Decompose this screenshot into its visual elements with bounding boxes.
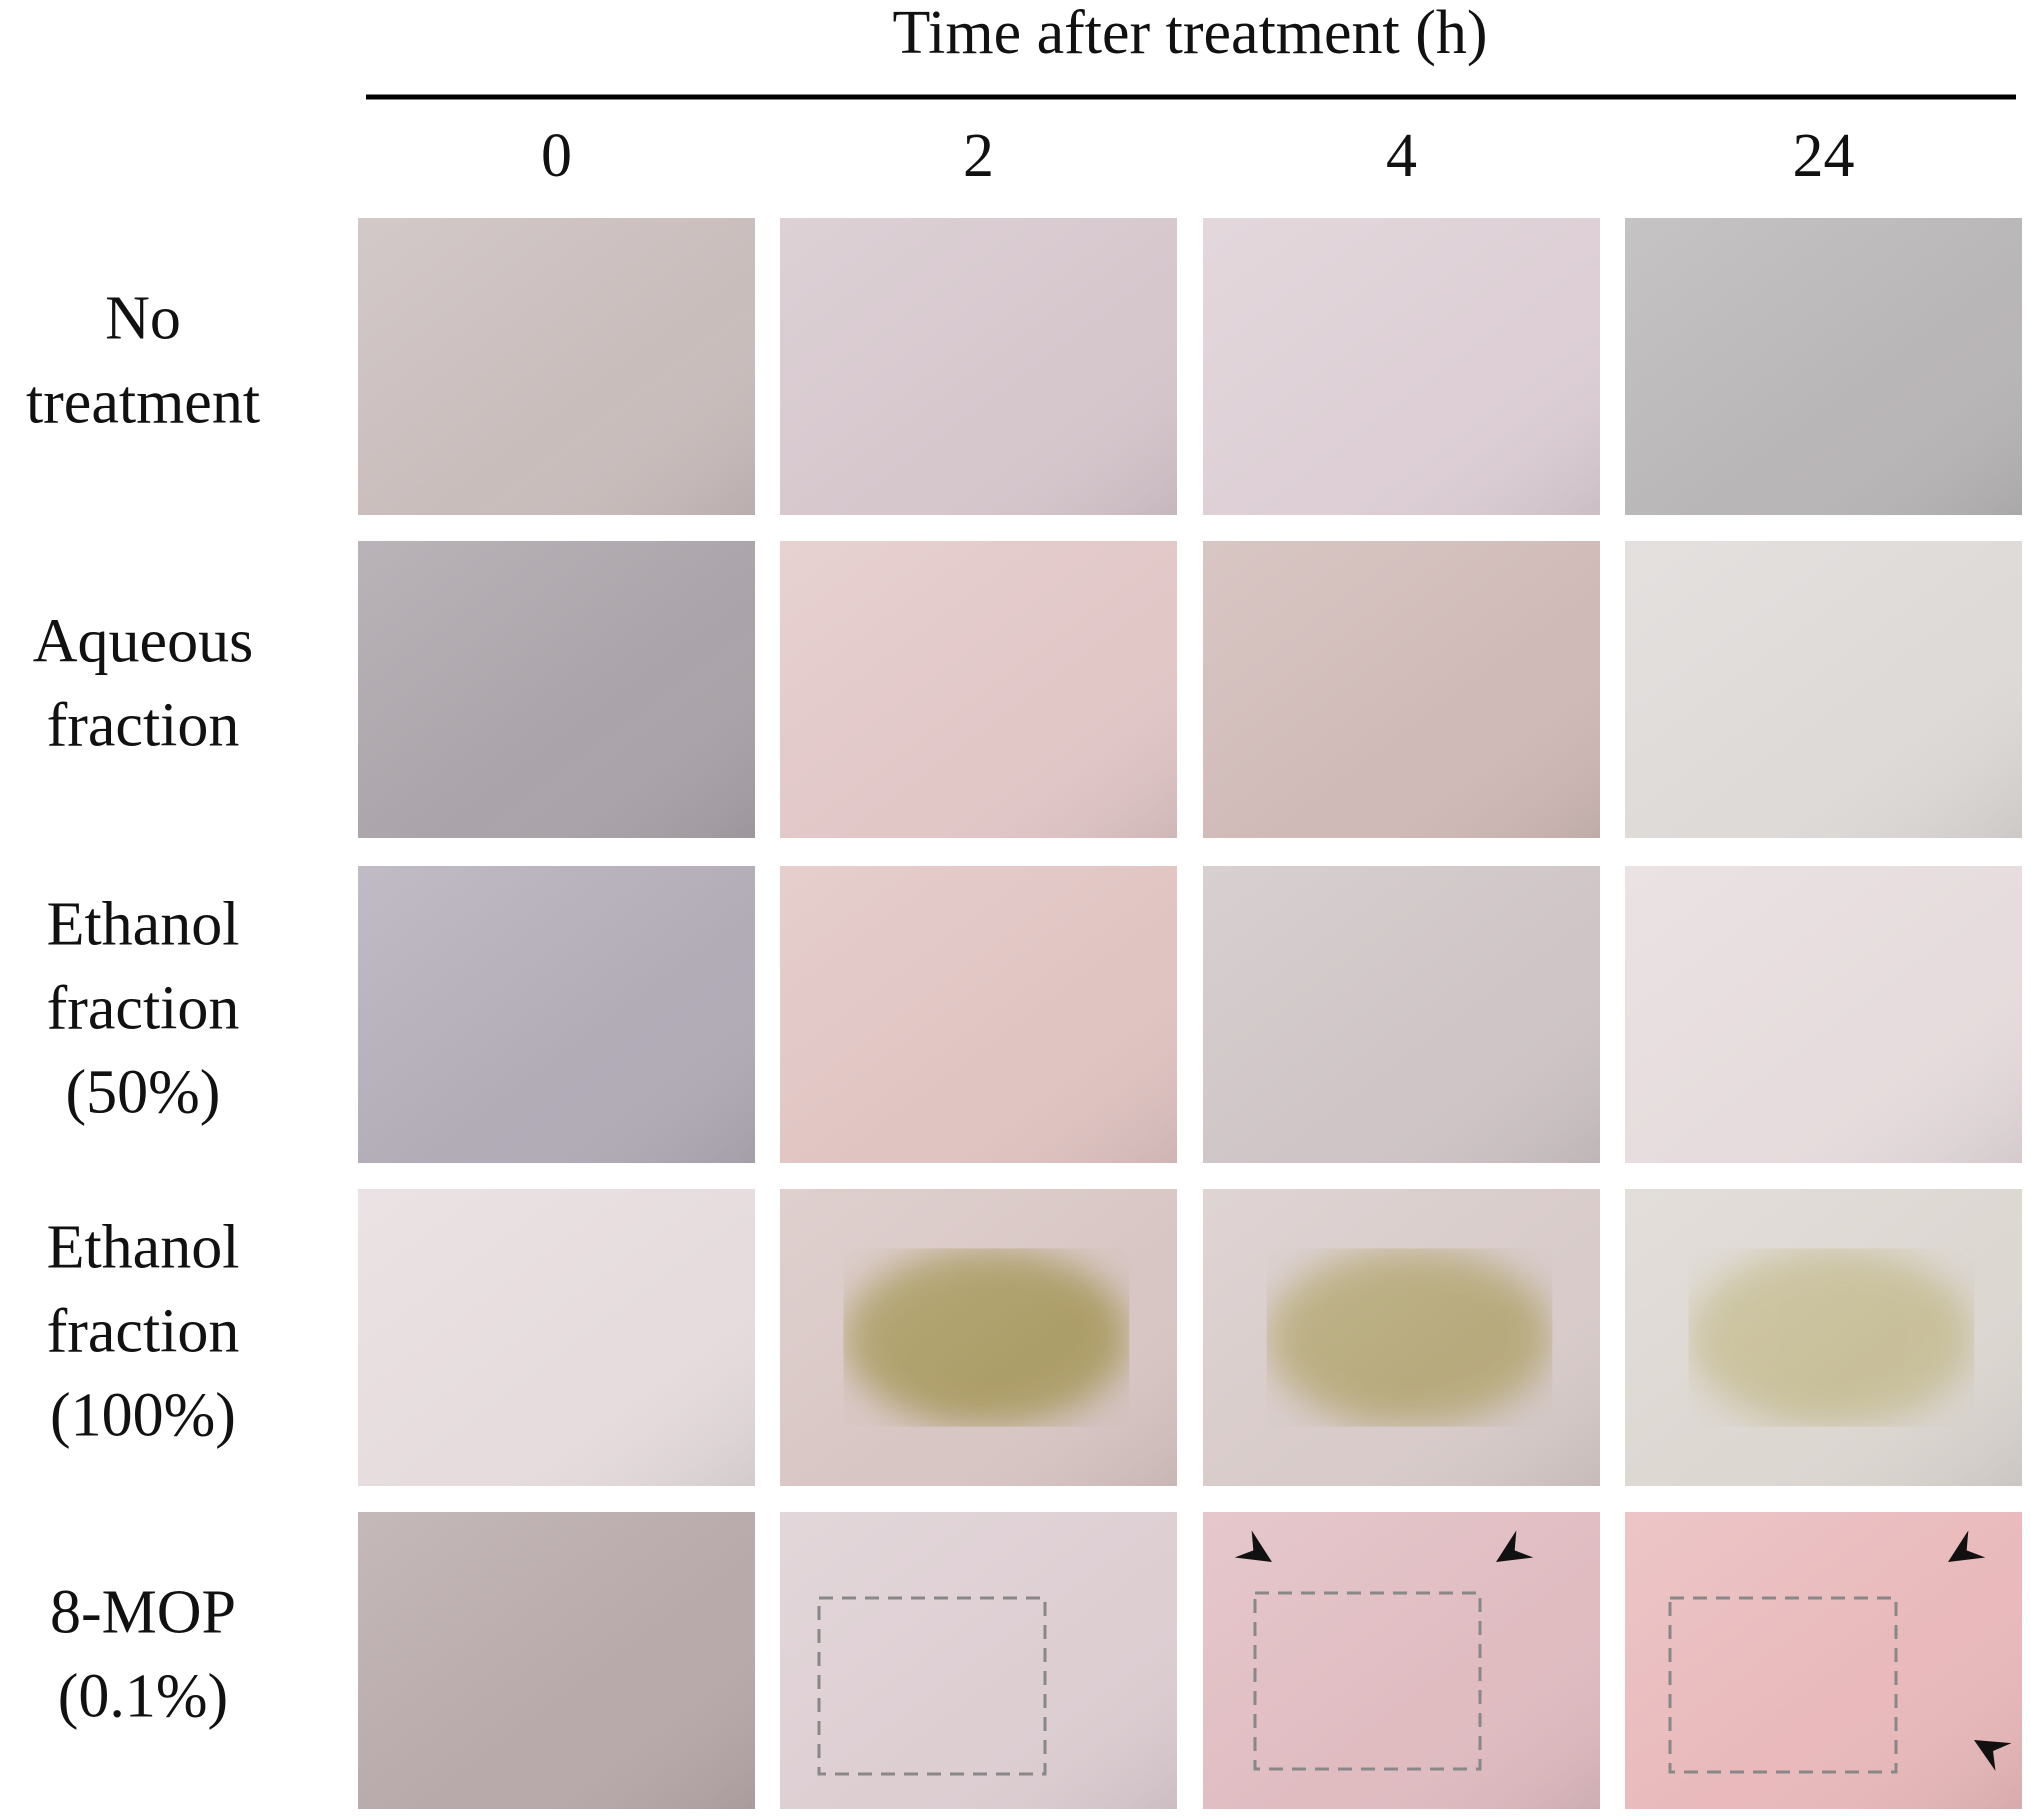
dashed-box [817,1596,1047,1776]
row-label: treatment [26,369,260,437]
photo-shade [358,1189,755,1486]
skin-photo [1625,1189,2022,1486]
photo-shade [358,218,755,515]
column-label: 2 [963,122,994,190]
skin-photo [1625,866,2022,1163]
header-title: Time after treatment (h) [892,0,1487,67]
arrowhead [1496,1530,1534,1562]
skin-photo [780,218,1177,515]
photo-shade [1203,218,1600,515]
skin-photo [358,1189,755,1486]
photo-shade [780,866,1177,1163]
photo-shade [1203,866,1600,1163]
photo-shade [1625,541,2022,838]
arrowhead [1974,1740,2012,1771]
photo-shade [780,218,1177,515]
row-label: Ethanol [47,1214,240,1282]
photo-shade [1625,1512,2022,1809]
arrowhead [1234,1530,1272,1562]
photo-shade [358,1512,755,1809]
skin-photo [1625,218,2022,515]
row-label: Ethanol [47,891,240,959]
row-label: No [105,285,181,353]
photo-shade [780,1512,1177,1809]
column-label: 4 [1386,122,1417,190]
arrowhead [1948,1530,1986,1562]
annotations [817,1530,2012,1776]
skin-photo [1203,1189,1600,1486]
dashed-box [1253,1591,1482,1771]
photo-shade [1625,866,2022,1163]
row-label: (50%) [66,1059,221,1127]
skin-photo [358,218,755,515]
skin-photo [780,541,1177,838]
skin-photo [780,1512,1177,1809]
skin-photo [358,866,755,1163]
photo-shade [1203,541,1600,838]
column-label: 0 [541,122,572,190]
skin-photo [780,866,1177,1163]
skin-photo [1625,541,2022,838]
photo-shade [780,541,1177,838]
skin-photo [1203,541,1600,838]
row-label: Aqueous [33,608,253,676]
row-label: (0.1%) [58,1663,228,1731]
photo-shade [358,866,755,1163]
photo-shade [358,541,755,838]
row-label: 8-MOP [50,1579,236,1647]
photo-shade [1625,218,2022,515]
row-label: fraction [47,1298,240,1366]
photo-grid [358,218,2022,1809]
dashed-box [1668,1596,1898,1774]
row-label: fraction [47,975,240,1043]
photo-shade [1625,1189,2022,1486]
photo-shade [1203,1189,1600,1486]
row-label: fraction [47,692,240,760]
photo-shade [780,1189,1177,1486]
column-label: 24 [1793,122,1855,190]
skin-photo [358,541,755,838]
skin-photo [1203,866,1600,1163]
skin-photo [358,1512,755,1809]
skin-photo [1203,218,1600,515]
skin-photo [780,1189,1177,1486]
row-label: (100%) [50,1382,236,1450]
skin-photo [1625,1512,2022,1809]
